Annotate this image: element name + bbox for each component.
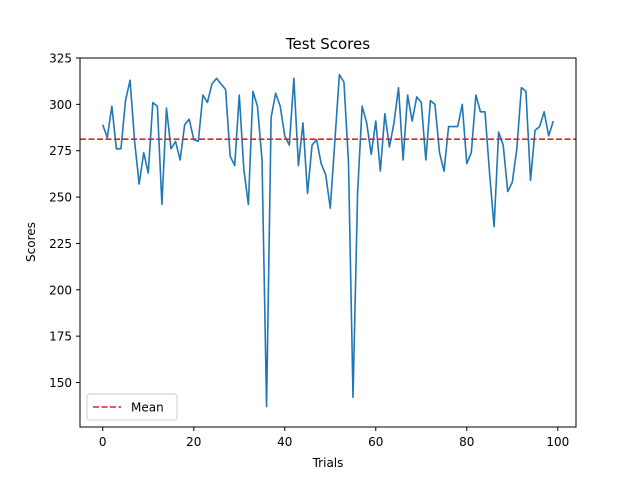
x-tick-label: 20 xyxy=(186,435,201,449)
chart-title: Test Scores xyxy=(285,35,370,53)
y-tick-label: 300 xyxy=(49,98,72,112)
y-axis-label: Scores xyxy=(24,222,38,262)
x-axis-label: Trials xyxy=(312,456,344,470)
y-tick-label: 175 xyxy=(49,330,72,344)
x-tick-label: 0 xyxy=(99,435,107,449)
legend: Mean xyxy=(86,393,178,421)
y-tick-label: 225 xyxy=(49,237,72,251)
x-tick-label: 60 xyxy=(368,435,383,449)
scores-series-line xyxy=(101,73,555,408)
axes-frame xyxy=(79,57,577,428)
legend-mean-label: Mean xyxy=(131,401,164,415)
y-tick-label: 250 xyxy=(49,191,72,205)
x-tick-label: 100 xyxy=(546,435,569,449)
legend-box xyxy=(86,393,178,421)
y-tick-label: 150 xyxy=(49,376,72,390)
x-tick-label: 40 xyxy=(277,435,292,449)
plot-area xyxy=(80,73,576,408)
axis-ticks: 0 20 40 60 80 100 150 175 200 225 250 275 300 325 xyxy=(49,52,569,450)
y-tick-label: 275 xyxy=(49,144,72,158)
y-tick-label: 325 xyxy=(49,52,72,66)
x-tick-label: 80 xyxy=(459,435,474,449)
y-tick-label: 200 xyxy=(49,283,72,297)
